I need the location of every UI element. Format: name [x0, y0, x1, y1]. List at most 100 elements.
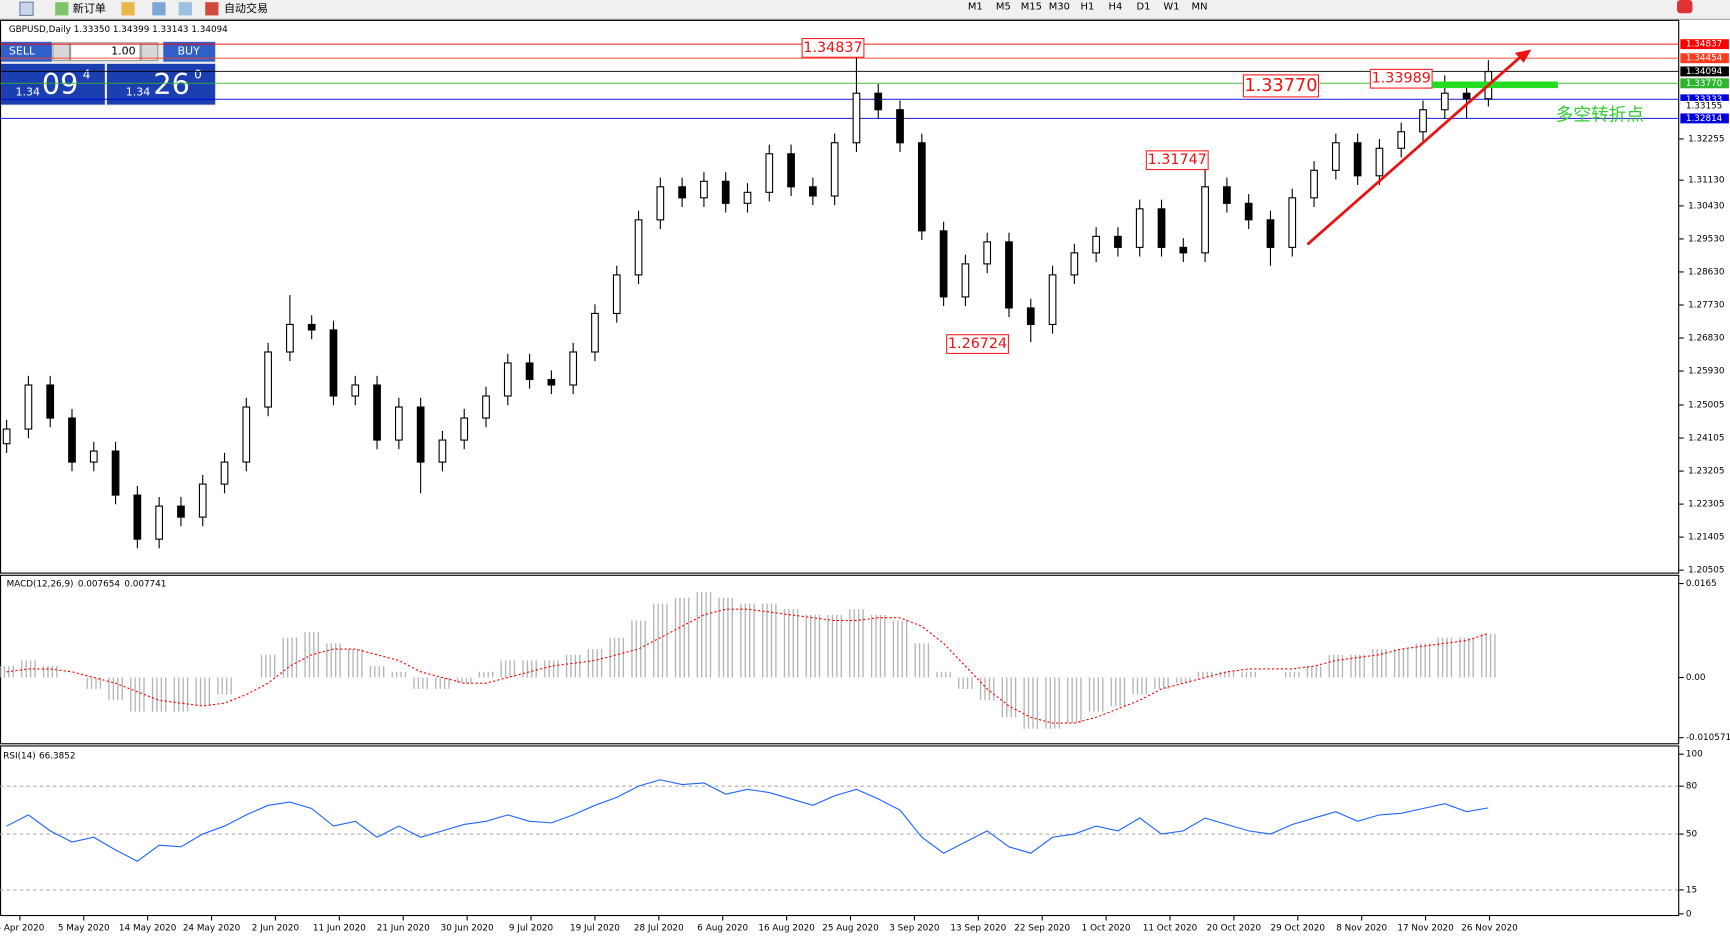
lot-input[interactable] [70, 42, 141, 62]
candle-body [1244, 202, 1253, 221]
y-tick-label: 1.29530 [1688, 234, 1725, 244]
lot-down[interactable] [52, 42, 71, 62]
x-tick-label: 13 Sep 2020 [950, 924, 1006, 934]
candle-body [1397, 131, 1406, 149]
buy-button[interactable] [163, 41, 216, 62]
candle-body [1440, 92, 1449, 111]
y-tick-label: 100 [1686, 750, 1703, 760]
bid-prefix: 1.34 [15, 85, 40, 98]
candle-body [787, 153, 795, 188]
alert-icon[interactable] [1677, 0, 1693, 14]
price-level-label: 1.34837 [1686, 40, 1722, 50]
y-tick-label: 1.25930 [1688, 367, 1725, 377]
lot-value: 1.00 [111, 45, 136, 58]
candle-body [24, 384, 33, 430]
y-tick-label: 1.27730 [1688, 300, 1725, 310]
candle-body [1092, 235, 1101, 254]
price-panel-frame [0, 19, 1680, 574]
timeframe-button[interactable]: M1 [968, 2, 983, 13]
price-level-tag [1680, 39, 1729, 50]
buy-label: BUY [177, 45, 200, 58]
timeframe-button[interactable]: H4 [1109, 2, 1123, 13]
auto-trading-button[interactable]: 自动交易 [224, 1, 268, 15]
candle-body [242, 406, 251, 463]
x-tick-label: 20 Oct 2020 [1207, 924, 1262, 934]
y-tick-label: 1.21405 [1688, 533, 1724, 543]
x-tick-label: 8 Nov 2020 [1336, 924, 1387, 934]
rsi-line [6, 779, 1489, 862]
price-annotation: 1.33770 [1244, 76, 1317, 96]
candle-body [220, 461, 229, 485]
candle-body [198, 483, 207, 518]
candle-body [939, 230, 948, 298]
candle-body [482, 395, 490, 419]
x-tick-label: 3 Sep 2020 [889, 924, 940, 934]
macd-header-part: 0.007654 [78, 579, 120, 589]
candle-body [460, 417, 469, 441]
timeframe-button[interactable]: MN [1192, 2, 1208, 13]
rsi-header-part: 66.3852 [39, 751, 75, 761]
icon[interactable] [19, 1, 34, 16]
candle-body [2, 428, 11, 445]
timeframe-button[interactable]: W1 [1163, 2, 1179, 13]
trend-arrow [1306, 54, 1524, 246]
price-annotation-box [1369, 68, 1433, 89]
timeframe-button[interactable]: M30 [1049, 2, 1070, 13]
timeframe-button[interactable]: M15 [1021, 2, 1042, 13]
price-level-tag [1680, 94, 1729, 105]
price-level-label: 1.33770 [1686, 79, 1723, 89]
x-tick-label: 28 Jul 2020 [634, 924, 684, 934]
turning-point-note: 多空转折点 [1556, 105, 1644, 126]
buy-price-box[interactable] [107, 63, 216, 105]
sell-price-box[interactable] [1, 63, 105, 105]
candle-body [656, 186, 665, 221]
y-tick-label: 15 [1686, 885, 1697, 895]
candle-body [286, 323, 294, 353]
candle-body [1114, 235, 1122, 248]
candle-body [1310, 169, 1318, 199]
candle-body [1048, 274, 1057, 325]
candle-body [177, 505, 185, 518]
candle-body [852, 92, 861, 144]
ask-big: 26 [153, 67, 189, 101]
toolbar [0, 0, 1730, 19]
timeframe-button[interactable]: D1 [1137, 2, 1151, 13]
candle-body [1462, 92, 1471, 100]
x-tick-label: 11 Oct 2020 [1143, 924, 1198, 934]
icon[interactable] [178, 2, 192, 16]
new-order-button[interactable]: 新订单 [73, 1, 106, 15]
price-level-label: 1.32814 [1686, 114, 1723, 124]
candle-body [394, 406, 403, 441]
macd-signal-line [6, 608, 1489, 724]
x-tick-label: 29 Oct 2020 [1271, 924, 1326, 934]
lot-up[interactable] [140, 42, 159, 62]
icon[interactable] [152, 2, 166, 16]
y-tick-label: -0.010571 [1686, 733, 1730, 743]
price-annotation-box [801, 37, 865, 58]
candle-body [1179, 246, 1188, 254]
timeframe-button[interactable]: M5 [996, 2, 1011, 13]
candle-body [569, 351, 578, 386]
timeframe-button[interactable]: H1 [1081, 2, 1095, 13]
candle-body [634, 219, 643, 276]
chart-header: GBPUSD,Daily 1.33350 1.34399 1.33143 1.3… [9, 25, 228, 35]
y-tick-label: 1.23205 [1688, 467, 1724, 477]
candle-body [1266, 219, 1275, 248]
price-level-label: 1.33333 [1686, 95, 1722, 105]
candle-body [373, 384, 381, 441]
chart-layer: GBPUSD,Daily 1.33350 1.34399 1.33143 1.3… [0, 25, 1730, 934]
y-tick-label: 50 [1686, 830, 1698, 840]
candle-body [1419, 109, 1427, 133]
price-level-tag [1680, 53, 1729, 64]
y-tick-label: 0 [1686, 909, 1692, 919]
ask-small: 0 [194, 67, 202, 81]
sell-button[interactable] [1, 41, 52, 62]
new-order-icon[interactable] [55, 2, 69, 16]
icon[interactable] [121, 2, 135, 16]
sell-label: SELL [9, 45, 36, 58]
candle-body [983, 241, 992, 265]
auto-trading-icon[interactable] [205, 2, 219, 16]
candle-body [1201, 186, 1209, 254]
candle-body [721, 180, 730, 204]
x-tick-label: 16 Aug 2020 [758, 924, 815, 934]
